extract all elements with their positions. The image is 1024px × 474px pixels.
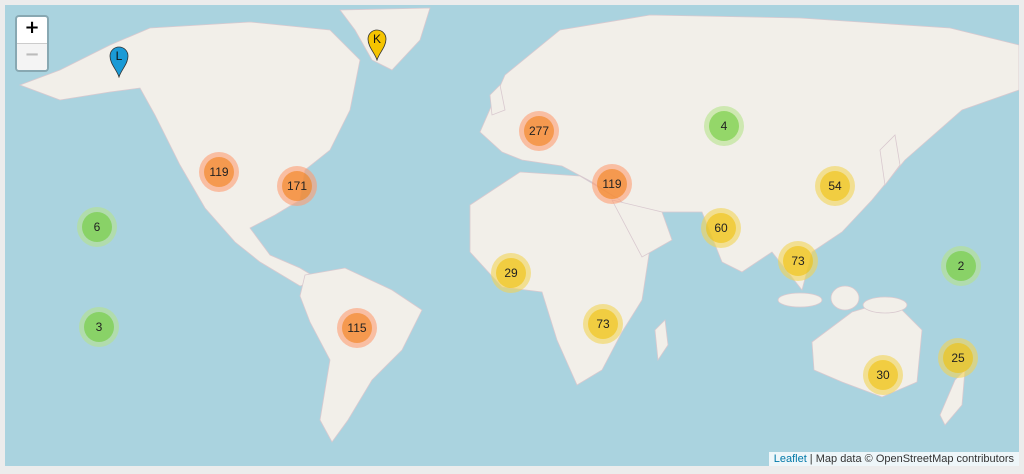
marker-label: L <box>115 49 123 63</box>
cluster-count: 3 <box>84 312 114 342</box>
cluster-count: 73 <box>588 309 618 339</box>
cluster-count: 115 <box>342 313 372 343</box>
zoom-control: + − <box>15 15 49 72</box>
marker-cluster[interactable]: 54 <box>815 166 855 206</box>
cluster-count: 29 <box>496 258 526 288</box>
marker-cluster[interactable]: 277 <box>519 111 559 151</box>
cluster-count: 6 <box>82 212 112 242</box>
cluster-count: 73 <box>783 246 813 276</box>
attribution: Leaflet | Map data © OpenStreetMap contr… <box>768 452 1019 466</box>
leaflet-link[interactable]: Leaflet <box>773 453 807 465</box>
cluster-count: 30 <box>868 360 898 390</box>
marker-cluster[interactable]: 73 <box>583 304 623 344</box>
marker-cluster[interactable]: 6 <box>77 207 117 247</box>
marker-cluster[interactable]: 60 <box>701 208 741 248</box>
marker-cluster[interactable]: 30 <box>863 355 903 395</box>
cluster-count: 54 <box>820 171 850 201</box>
marker-cluster[interactable]: 3 <box>79 307 119 347</box>
marker-cluster[interactable]: 119 <box>199 152 239 192</box>
attribution-separator: | <box>806 453 816 465</box>
cluster-count: 2 <box>946 251 976 281</box>
marker-cluster[interactable]: 119 <box>592 164 632 204</box>
cluster-count: 277 <box>524 116 554 146</box>
marker-cluster[interactable]: 29 <box>491 253 531 293</box>
zoom-out-button[interactable]: − <box>17 43 47 70</box>
cluster-count: 171 <box>282 171 312 201</box>
zoom-in-button[interactable]: + <box>24 17 40 38</box>
cluster-count: 60 <box>706 213 736 243</box>
marker-cluster[interactable]: 2 <box>941 246 981 286</box>
map-pin-icon[interactable]: K <box>367 29 387 62</box>
marker-cluster[interactable]: 73 <box>778 241 818 281</box>
marker-cluster[interactable]: 4 <box>704 106 744 146</box>
marker-cluster[interactable]: 25 <box>938 338 978 378</box>
marker-cluster[interactable]: 171 <box>277 166 317 206</box>
cluster-count: 119 <box>204 157 234 187</box>
world-basemap <box>18 7 1019 443</box>
marker-label: K <box>372 32 381 46</box>
map-pin-icon[interactable]: L <box>109 46 129 79</box>
map[interactable]: + − 119 171 6 3 115 29 277 119 4 54 60 73 2 73 25 30 L K… <box>5 5 1019 466</box>
cluster-count: 4 <box>709 111 739 141</box>
cluster-count: 119 <box>597 169 627 199</box>
cluster-count: 25 <box>943 343 973 373</box>
marker-cluster[interactable]: 115 <box>337 308 377 348</box>
attribution-text: Map data © OpenStreetMap contributors <box>815 453 1014 465</box>
